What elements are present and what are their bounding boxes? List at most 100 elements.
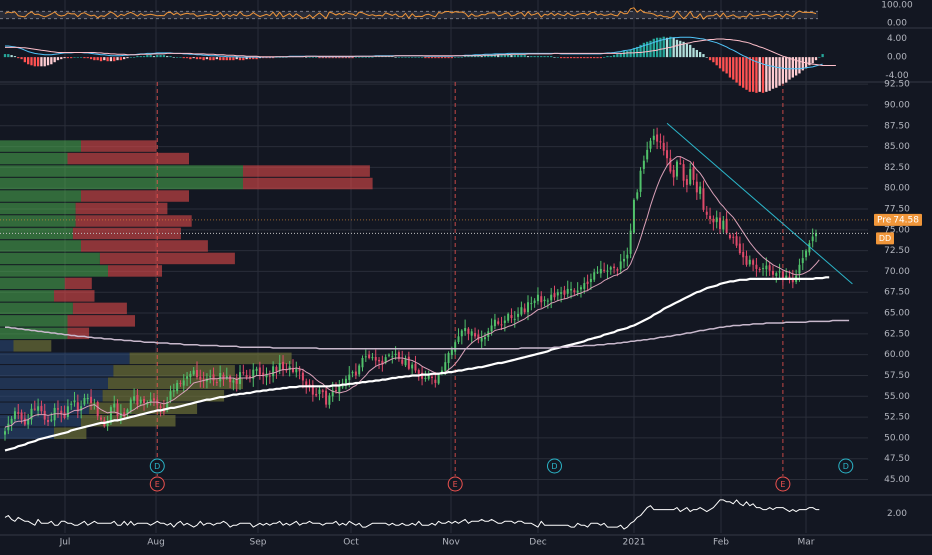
candle-up[interactable] xyxy=(351,372,354,374)
candle-down[interactable] xyxy=(477,334,480,340)
candle-up[interactable] xyxy=(288,366,291,371)
candle-up[interactable] xyxy=(106,422,109,426)
candle-down[interactable] xyxy=(222,374,225,380)
candle-down[interactable] xyxy=(325,390,328,405)
candle-up[interactable] xyxy=(318,389,321,395)
candle-up[interactable] xyxy=(364,356,367,358)
candle-up[interactable] xyxy=(225,376,228,378)
candle-up[interactable] xyxy=(13,411,16,419)
candle-down[interactable] xyxy=(311,384,314,395)
candle-down[interactable] xyxy=(523,308,526,313)
candle-up[interactable] xyxy=(636,192,639,199)
candle-down[interactable] xyxy=(401,359,404,364)
candle-down[interactable] xyxy=(43,410,46,420)
candle-down[interactable] xyxy=(335,390,338,392)
candle-up[interactable] xyxy=(149,399,152,403)
candle-up[interactable] xyxy=(113,403,116,408)
candle-down[interactable] xyxy=(431,376,434,378)
candle-up[interactable] xyxy=(464,328,467,332)
candle-up[interactable] xyxy=(341,386,344,388)
candle-up[interactable] xyxy=(411,364,414,369)
candle-down[interactable] xyxy=(99,417,102,420)
candle-up[interactable] xyxy=(589,278,592,283)
candle-up[interactable] xyxy=(493,319,496,327)
candle-down[interactable] xyxy=(374,356,377,361)
candle-up[interactable] xyxy=(73,400,76,403)
candle-up[interactable] xyxy=(520,307,523,315)
candle-down[interactable] xyxy=(742,251,745,258)
candle-up[interactable] xyxy=(232,380,235,383)
candle-down[interactable] xyxy=(781,271,784,279)
trendline[interactable] xyxy=(666,122,853,285)
candle-up[interactable] xyxy=(444,362,447,371)
candle-down[interactable] xyxy=(732,236,735,238)
candle-down[interactable] xyxy=(510,315,513,319)
candle-up[interactable] xyxy=(513,318,516,320)
candle-up[interactable] xyxy=(566,288,569,294)
candle-up[interactable] xyxy=(507,313,510,321)
candle-up[interactable] xyxy=(652,135,655,140)
candle-down[interactable] xyxy=(771,271,774,275)
candle-up[interactable] xyxy=(556,292,559,296)
candle-up[interactable] xyxy=(172,390,175,392)
candle-up[interactable] xyxy=(762,268,765,270)
candle-up[interactable] xyxy=(689,169,692,185)
candle-up[interactable] xyxy=(570,288,573,291)
event-markers[interactable]: E E ED D D xyxy=(149,458,854,492)
candle-down[interactable] xyxy=(563,290,566,295)
candle-up[interactable] xyxy=(609,267,612,270)
candle-up[interactable] xyxy=(632,199,635,233)
candle-down[interactable] xyxy=(467,328,470,334)
candle-down[interactable] xyxy=(40,405,43,412)
candle-down[interactable] xyxy=(603,269,606,271)
candle-down[interactable] xyxy=(738,243,741,254)
candle-down[interactable] xyxy=(76,402,79,412)
candle-up[interactable] xyxy=(460,330,463,337)
candle-up[interactable] xyxy=(358,365,361,375)
candle-up[interactable] xyxy=(30,408,33,420)
candle-up[interactable] xyxy=(424,377,427,379)
candle-up[interactable] xyxy=(805,250,808,258)
candle-up[interactable] xyxy=(626,254,629,259)
candle-down[interactable] xyxy=(662,142,665,151)
candle-up[interactable] xyxy=(798,264,801,274)
candle-up[interactable] xyxy=(450,349,453,356)
candle-up[interactable] xyxy=(606,270,609,272)
candle-down[interactable] xyxy=(199,376,202,380)
earnings-marker[interactable] xyxy=(447,476,463,492)
candle-down[interactable] xyxy=(500,324,503,326)
candle-up[interactable] xyxy=(599,268,602,274)
candle-down[interactable] xyxy=(136,395,139,405)
candle-up[interactable] xyxy=(530,303,533,305)
candle-up[interactable] xyxy=(139,399,142,404)
candle-up[interactable] xyxy=(209,376,212,378)
candle-up[interactable] xyxy=(642,160,645,169)
candle-down[interactable] xyxy=(474,333,477,337)
candle-up[interactable] xyxy=(596,272,599,274)
candle-down[interactable] xyxy=(709,215,712,219)
candle-down[interactable] xyxy=(305,381,308,387)
candle-up[interactable] xyxy=(546,300,549,302)
candle-down[interactable] xyxy=(679,163,682,165)
candle-down[interactable] xyxy=(719,217,722,229)
candle-down[interactable] xyxy=(378,359,381,362)
candle-down[interactable] xyxy=(116,403,119,417)
candle-up[interactable] xyxy=(295,368,298,373)
candle-up[interactable] xyxy=(265,373,268,378)
dividend-marker[interactable] xyxy=(149,458,165,474)
candle-down[interactable] xyxy=(235,380,238,384)
candle-up[interactable] xyxy=(186,376,189,379)
candle-down[interactable] xyxy=(291,367,294,373)
candle-up[interactable] xyxy=(533,300,536,303)
candle-down[interactable] xyxy=(616,269,619,271)
candle-up[interactable] xyxy=(646,149,649,160)
candle-down[interactable] xyxy=(497,321,500,324)
candle-down[interactable] xyxy=(47,419,50,423)
candle-up[interactable] xyxy=(808,243,811,253)
candle-up[interactable] xyxy=(192,370,195,375)
candle-up[interactable] xyxy=(503,320,506,323)
candle-down[interactable] xyxy=(397,352,400,359)
candle-up[interactable] xyxy=(543,299,546,302)
candle-up[interactable] xyxy=(86,397,89,400)
candle-up[interactable] xyxy=(427,375,430,379)
